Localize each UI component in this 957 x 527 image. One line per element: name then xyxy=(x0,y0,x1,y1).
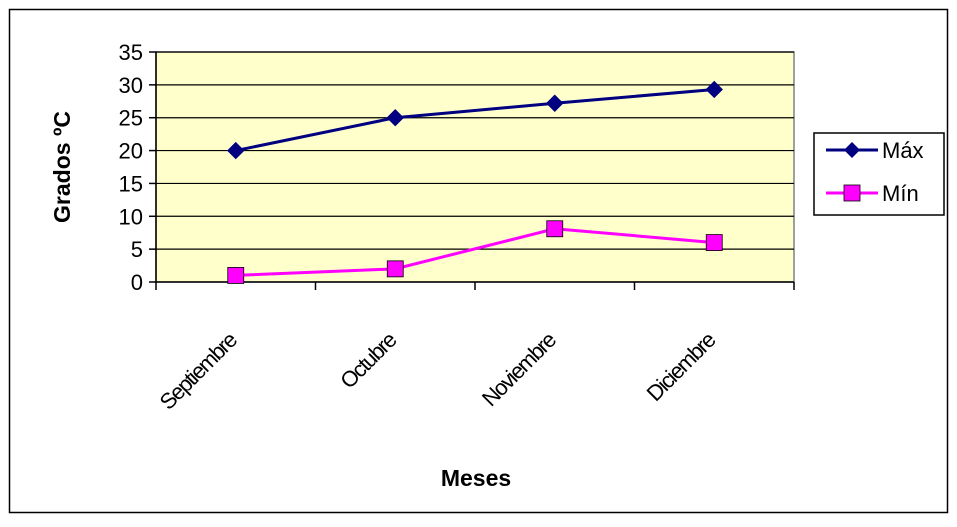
data-point-square xyxy=(546,220,564,238)
y-tick-label: 15 xyxy=(119,171,143,196)
legend-label: Máx xyxy=(882,138,924,163)
y-tick-label: 30 xyxy=(119,73,143,98)
legend-box xyxy=(813,132,945,216)
y-tick-label: 10 xyxy=(119,204,143,229)
legend-marker-square xyxy=(843,184,861,202)
series-line xyxy=(235,87,715,153)
data-point-diamond xyxy=(705,80,723,99)
y-tick-label: 0 xyxy=(131,270,143,295)
legend: Máx Mín xyxy=(813,132,945,216)
y-tick-label: 25 xyxy=(119,106,143,131)
series-line xyxy=(235,227,715,277)
data-point-square xyxy=(227,267,245,284)
y-tick-label: 20 xyxy=(119,139,143,164)
y-axis-title: Grados ºC xyxy=(49,111,75,223)
axes xyxy=(149,51,795,290)
gridlines xyxy=(156,51,794,250)
x-axis-title: Meses xyxy=(441,465,511,491)
data-point-diamond xyxy=(386,109,404,127)
y-tick-label: 5 xyxy=(131,237,143,262)
data-point-diamond xyxy=(546,94,564,112)
data-point-diamond xyxy=(227,141,245,160)
data-point-square xyxy=(386,260,404,278)
legend-label: Mín xyxy=(882,181,919,206)
y-tick-label: 35 xyxy=(119,40,143,65)
series xyxy=(227,80,723,284)
data-point-square xyxy=(705,234,723,251)
legend-marker-diamond xyxy=(844,142,860,158)
y-tick-labels: 0 5 10 15 20 25 30 35 xyxy=(119,40,143,295)
